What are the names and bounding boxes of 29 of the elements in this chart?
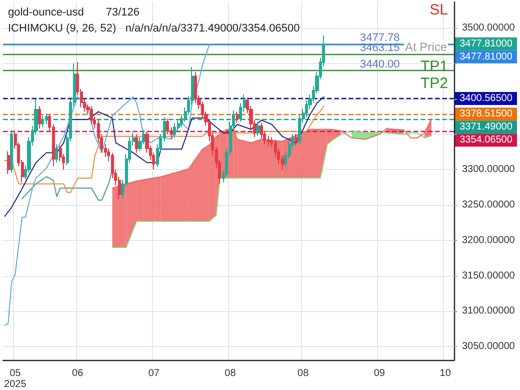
annotation: 3440.00 bbox=[360, 58, 400, 71]
ref-line-label: 3354.06500 bbox=[460, 134, 513, 146]
ref-line-label: 3378.51500 bbox=[460, 108, 513, 120]
annotation: TP2 bbox=[420, 74, 448, 92]
annotation: 3477.78 bbox=[360, 32, 400, 44]
annotation: 73/126 bbox=[106, 6, 140, 18]
x-tick-label: 10 bbox=[440, 368, 452, 379]
y-tick-label: 3050.00000 bbox=[462, 341, 516, 352]
text: ICHIMOKU (9, 26, 52) n/a/n/a/n/a/3371.49000/3354.06500 bbox=[8, 22, 300, 34]
ref-line-label: 3477.81000 bbox=[460, 38, 513, 50]
x-tick-label: 08 bbox=[224, 368, 236, 379]
x-tick-label: 07 bbox=[148, 368, 160, 379]
x-tick-label: 06 bbox=[72, 368, 84, 379]
y-tick-label: 3500.00000 bbox=[462, 22, 516, 34]
ref-line-label: 3477.81000 bbox=[460, 51, 513, 62]
y-tick-label: 3250.00000 bbox=[462, 200, 516, 211]
annotation: 3463.15 bbox=[360, 42, 400, 54]
annotation: At Price bbox=[405, 40, 448, 54]
ref-line-label: 3371.49000 bbox=[460, 122, 513, 133]
y-tick-label: 3200.00000 bbox=[462, 234, 516, 246]
chart-title: gold-ounce-usd bbox=[8, 6, 84, 18]
x-tick-label: 05 2025 bbox=[4, 368, 27, 390]
y-tick-label: 3150.00000 bbox=[462, 270, 516, 282]
y-tick-label: 3300.00000 bbox=[462, 164, 516, 176]
ref-line-label: 3400.56500 bbox=[460, 93, 513, 104]
x-tick-label: 08 bbox=[298, 368, 310, 379]
annotation: SL bbox=[430, 2, 448, 18]
y-tick-label: 3100.00000 bbox=[462, 306, 516, 317]
x-tick-label: 09 bbox=[374, 368, 386, 379]
